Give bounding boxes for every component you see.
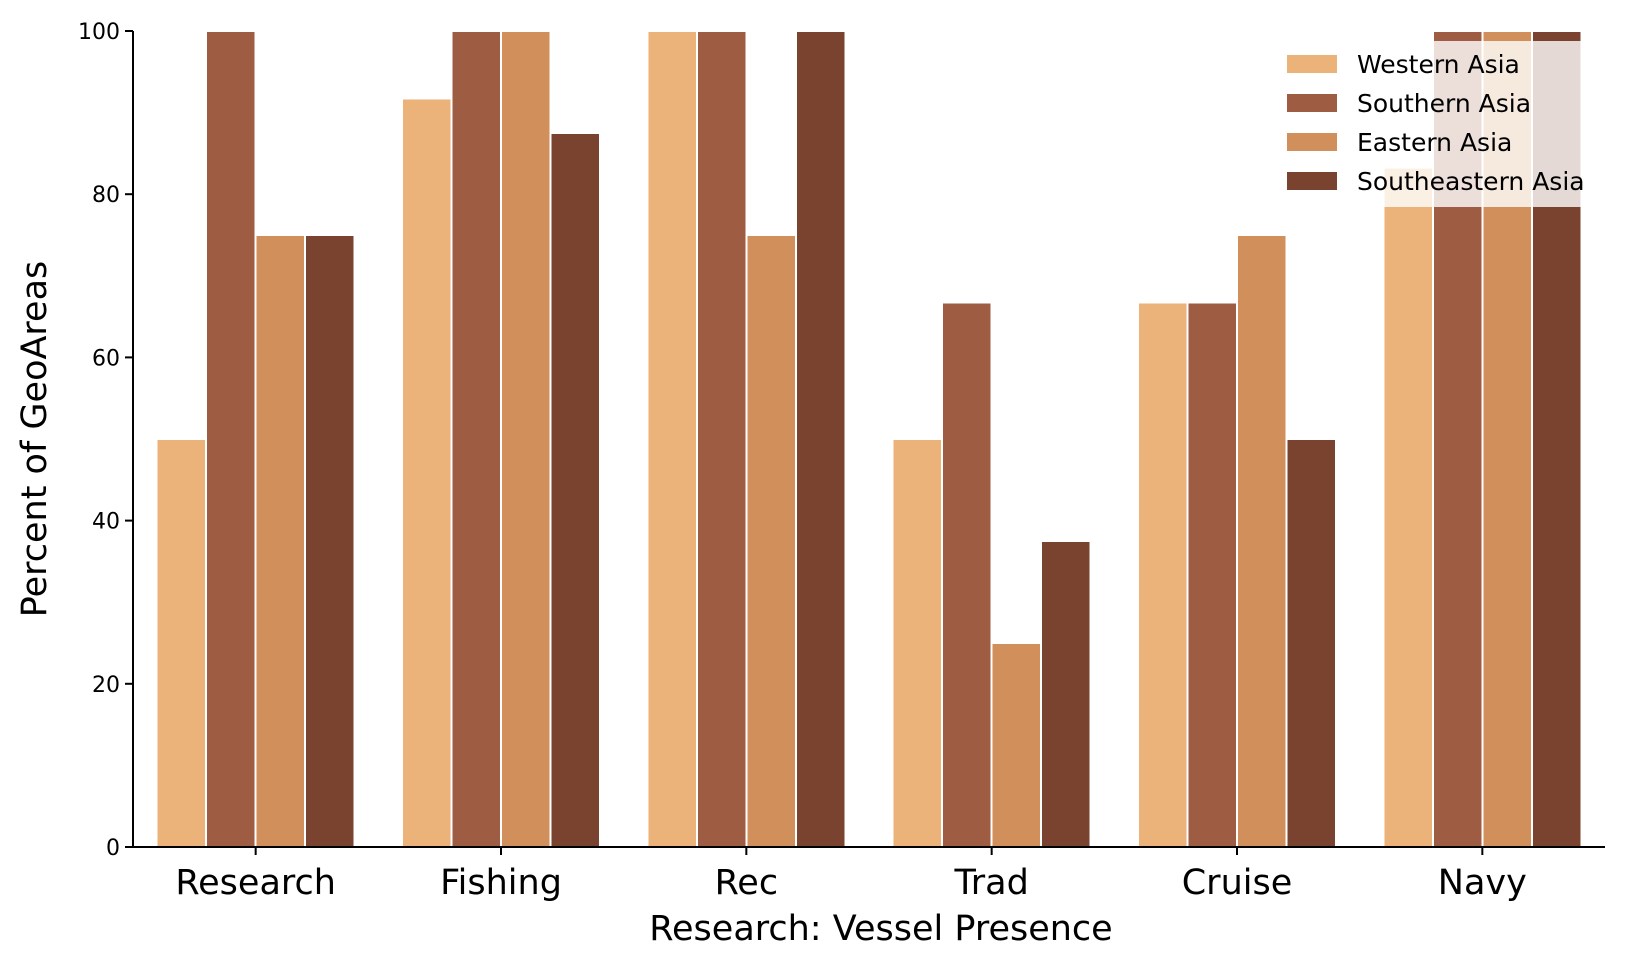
x-tick-label: Trad [954, 863, 1029, 903]
bar-trad-southeastern-asia [1040, 540, 1092, 848]
legend-swatch [1287, 133, 1337, 151]
bar-cruise-western-asia [1137, 301, 1189, 848]
bar-rec-southeastern-asia [794, 30, 847, 848]
axes-layer [132, 31, 1605, 848]
bar-rec-eastern-asia [745, 234, 797, 848]
x-tick-label: Fishing [440, 863, 562, 903]
legend-label: Eastern Asia [1357, 128, 1512, 157]
bar-fishing-southeastern-asia [549, 132, 601, 848]
bar-research-eastern-asia [254, 234, 307, 848]
y-ticks: 0 20 40 60 80 100 [78, 20, 133, 861]
x-ticks: Research Fishing Rec Trad Cruise Navy [175, 847, 1527, 903]
legend-label: Southeastern Asia [1357, 167, 1585, 196]
y-tick-label: 60 [92, 346, 120, 371]
bars-layer [155, 30, 1583, 849]
y-tick-label: 0 [106, 836, 120, 861]
y-tick-label: 100 [78, 20, 120, 45]
bar-cruise-eastern-asia [1236, 234, 1288, 848]
bar-research-southeastern-asia [304, 234, 356, 848]
bar-research-western-asia [155, 438, 208, 848]
bar-research-southern-asia [205, 30, 257, 848]
x-tick-label: Cruise [1182, 863, 1293, 903]
y-axis-label: Percent of GeoAreas [15, 261, 55, 618]
bar-cruise-southern-asia [1186, 301, 1238, 848]
bar-rec-western-asia [646, 30, 698, 848]
bar-navy-western-asia [1382, 166, 1434, 849]
legend-label: Western Asia [1357, 50, 1520, 79]
x-axis-label: Research: Vessel Presence [649, 909, 1112, 949]
legend-swatch [1287, 55, 1337, 73]
bar-fishing-southern-asia [450, 30, 502, 848]
y-tick-label: 40 [92, 510, 120, 535]
bar-trad-southern-asia [941, 301, 993, 848]
bar-trad-eastern-asia [990, 642, 1043, 848]
legend: Western Asia Southern Asia Eastern Asia Sou… [1277, 41, 1605, 207]
y-tick-label: 20 [92, 673, 120, 698]
bar-fishing-western-asia [401, 97, 453, 848]
bar-trad-western-asia [891, 438, 944, 848]
legend-swatch [1287, 94, 1337, 112]
x-tick-label: Rec [715, 863, 779, 903]
bar-fishing-eastern-asia [500, 30, 552, 848]
legend-swatch [1287, 172, 1337, 190]
bar-rec-southern-asia [695, 30, 748, 848]
legend-items: Western Asia Southern Asia Eastern Asia Sou… [1287, 50, 1585, 196]
x-tick-label: Navy [1438, 863, 1527, 903]
legend-label: Southern Asia [1357, 89, 1531, 118]
x-tick-label: Research [175, 863, 336, 903]
bar-cruise-southeastern-asia [1285, 438, 1337, 848]
y-tick-label: 80 [92, 183, 120, 208]
